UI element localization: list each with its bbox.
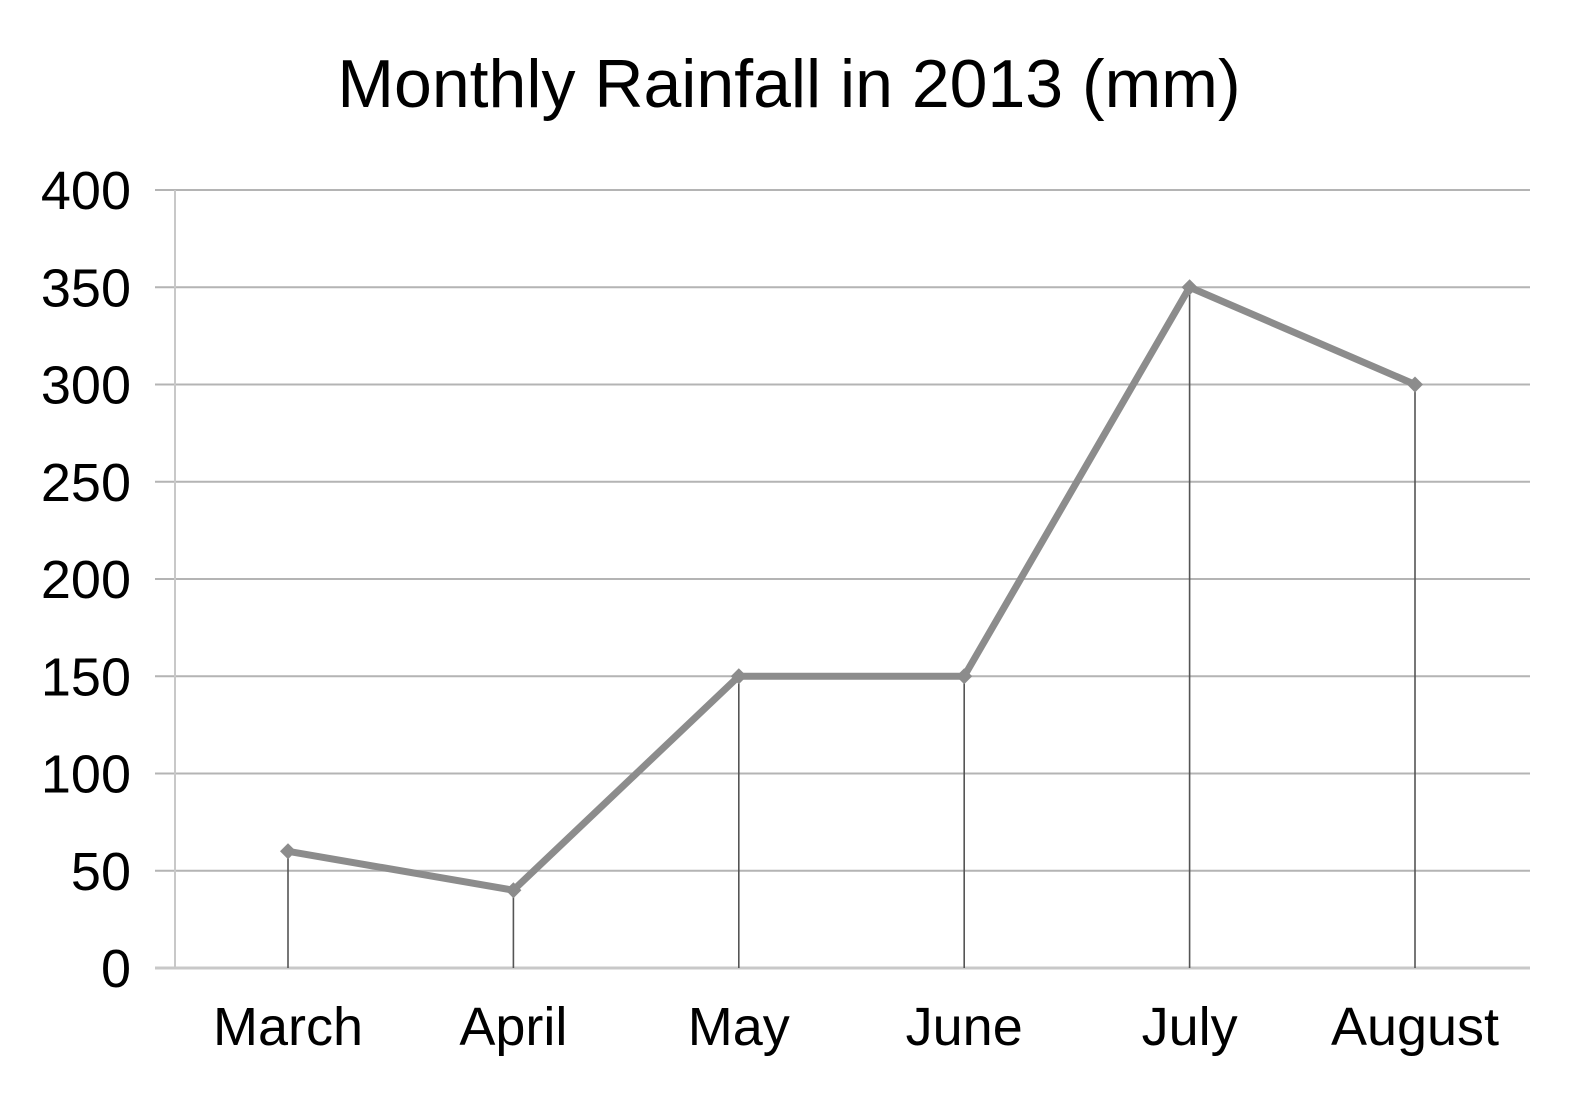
x-axis-tick-labels: March April May June July August xyxy=(213,997,1499,1057)
x-tick-label: March xyxy=(213,997,363,1057)
data-point-marker xyxy=(730,668,747,685)
rainfall-series-line xyxy=(284,283,1419,894)
y-tick-label: 350 xyxy=(41,258,131,318)
y-axis-tick-labels: 0 50 100 150 200 250 300 350 400 xyxy=(41,161,131,999)
x-tick-label: May xyxy=(688,997,790,1057)
data-point-marker xyxy=(956,668,973,685)
y-tick-label: 0 xyxy=(101,939,131,999)
data-point-marker xyxy=(280,843,296,860)
axes xyxy=(155,190,1530,970)
gridlines xyxy=(155,189,1530,872)
y-tick-label: 400 xyxy=(41,161,131,221)
data-point-marker xyxy=(1407,376,1423,393)
data-point-markers xyxy=(280,279,1423,899)
y-tick-label: 50 xyxy=(71,842,131,902)
x-tick-label: July xyxy=(1142,997,1238,1057)
x-tick-label: April xyxy=(459,997,567,1057)
data-point-marker xyxy=(1181,279,1198,296)
drop-lines xyxy=(287,287,1416,968)
y-tick-label: 150 xyxy=(41,647,131,707)
y-tick-label: 250 xyxy=(41,453,131,513)
y-tick-label: 300 xyxy=(41,356,131,416)
rainfall-series xyxy=(284,283,1419,894)
chart-title: Monthly Rainfall in 2013 (mm) xyxy=(337,46,1240,122)
x-tick-label: August xyxy=(1331,997,1499,1057)
data-point-marker xyxy=(505,882,522,899)
y-tick-label: 100 xyxy=(41,745,131,805)
y-tick-label: 200 xyxy=(41,550,131,610)
x-tick-label: June xyxy=(906,997,1023,1057)
